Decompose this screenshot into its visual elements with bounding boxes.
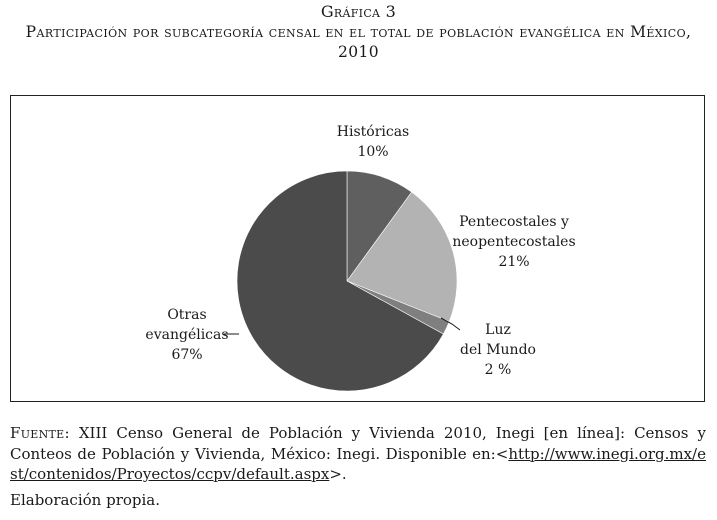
figure-title: Participación por subcategoría censal en… (25, 23, 692, 61)
source-suffix: >. (329, 465, 347, 483)
source-label: Fuente: (10, 424, 70, 442)
leader-line-luz-del-mundo (440, 317, 461, 331)
label-historicas: Históricas 10% (337, 124, 409, 160)
label-otras-evangelicas: Otras evangélicas 67% (145, 307, 228, 363)
slice-pentecostales (346, 191, 458, 322)
chart-frame: Históricas 10% Pentecostales y neopentecost… (10, 95, 705, 402)
label-pentecostales: Pentecostales y neopentecostales 21% (452, 214, 575, 270)
pie-chart: Históricas 10% Pentecostales y neopentecost… (145, 124, 576, 392)
credit-note: Elaboración propia. (10, 491, 161, 509)
figure-header: Gráfica 3 Participación por subcategoría… (0, 2, 717, 62)
label-luz-del-mundo: Luz del Mundo 2 % (460, 322, 536, 378)
figure-label: Gráfica 3 (320, 2, 397, 21)
source-note: Fuente: XIII Censo General de Población … (10, 423, 706, 485)
source-link[interactable]: http://www.inegi.org.mx/est/contenidos/P… (10, 444, 706, 484)
slice-otras-evangelicas (236, 170, 444, 392)
source-text: XIII Censo General de Población y Vivien… (10, 424, 706, 463)
